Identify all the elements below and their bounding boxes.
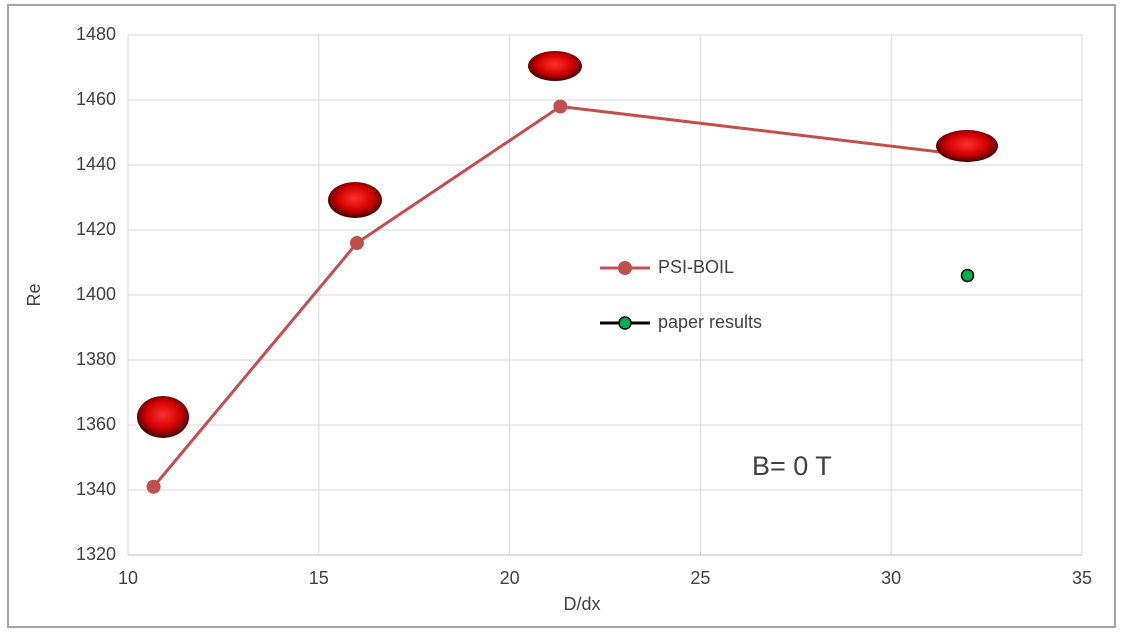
x-axis-label: D/dx	[563, 594, 600, 614]
legend-marker	[618, 261, 632, 275]
y-axis-label: Re	[24, 283, 44, 306]
data-point	[146, 479, 161, 494]
bubble-image	[528, 51, 582, 81]
y-tick-label: 1420	[76, 219, 116, 239]
y-tick-label: 1320	[76, 544, 116, 564]
x-tick-label: 10	[118, 568, 138, 588]
bubble-image	[328, 182, 382, 218]
y-tick-label: 1400	[76, 284, 116, 304]
legend-marker	[618, 316, 632, 330]
y-tick-label: 1340	[76, 479, 116, 499]
x-tick-label: 20	[500, 568, 520, 588]
data-point	[960, 268, 975, 283]
bubble-image	[137, 396, 189, 438]
data-point	[553, 99, 568, 114]
grid	[127, 34, 1083, 556]
bubble-image	[936, 130, 998, 162]
y-tick-label: 1480	[76, 24, 116, 44]
x-tick-label: 35	[1072, 568, 1092, 588]
y-tick-label: 1360	[76, 414, 116, 434]
legend-label: paper results	[658, 312, 762, 332]
x-tick-label: 30	[881, 568, 901, 588]
series-line	[152, 104, 968, 488]
x-tick-label: 15	[309, 568, 329, 588]
annotation: B= 0 T	[752, 451, 832, 481]
y-tick-label: 1440	[76, 154, 116, 174]
y-tick-label: 1460	[76, 89, 116, 109]
x-tick-label: 25	[690, 568, 710, 588]
data-point	[349, 236, 364, 250]
y-tick-label: 1380	[76, 349, 116, 369]
legend-label: PSI-BOIL	[658, 257, 734, 277]
chart-border	[7, 4, 1116, 628]
